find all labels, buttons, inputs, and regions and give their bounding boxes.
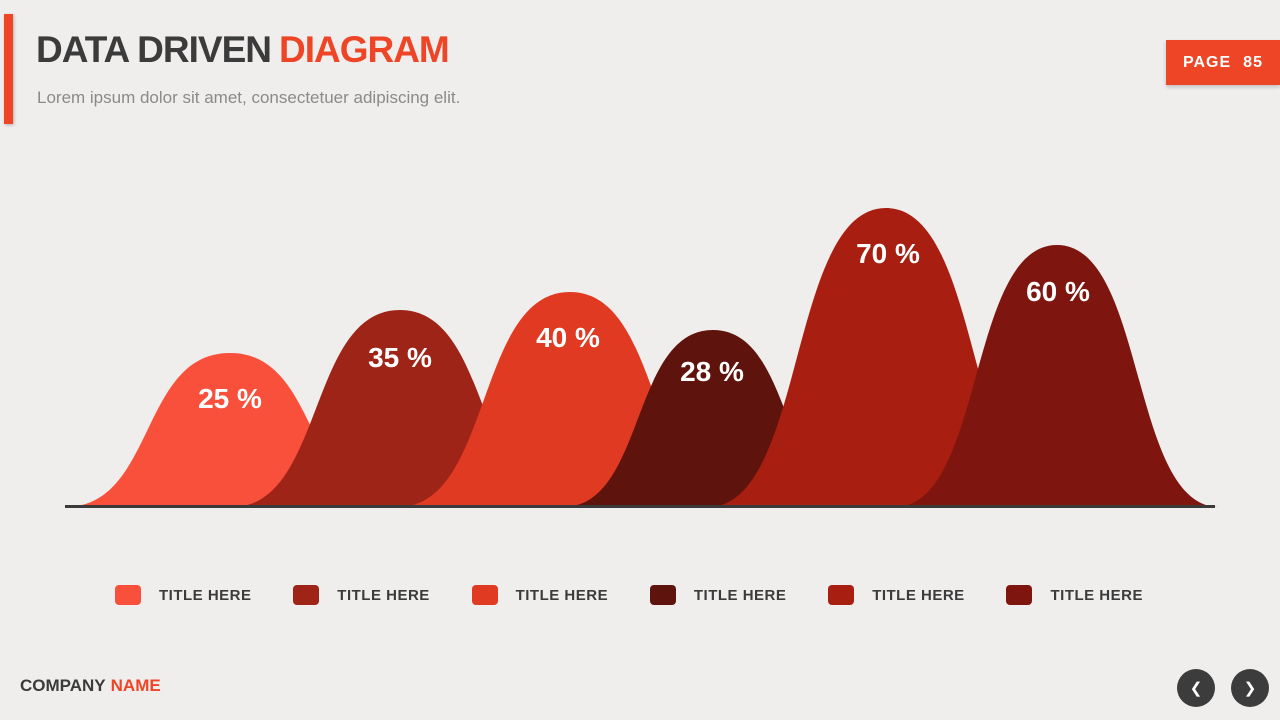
page-title-accent: DIAGRAM bbox=[278, 29, 450, 70]
legend-swatch-icon bbox=[293, 585, 320, 605]
curve-value-label: 25 % bbox=[198, 383, 262, 414]
chart-baseline bbox=[65, 505, 1215, 508]
page-title-primary: DATA DRIVEN bbox=[36, 29, 272, 70]
page-title: DATA DRIVEN DIAGRAM bbox=[36, 29, 450, 71]
legend-label: TITLE HERE bbox=[515, 586, 609, 604]
legend-item: TITLE HERE bbox=[649, 585, 787, 605]
curve-value-label: 35 % bbox=[368, 342, 432, 373]
page-number-badge: PAGE 85 bbox=[1166, 40, 1280, 85]
legend-item: TITLE HERE bbox=[293, 585, 430, 605]
page-number: 85 bbox=[1243, 53, 1263, 71]
legend-label: TITLE HERE bbox=[159, 586, 252, 604]
curve-value-label: 70 % bbox=[856, 238, 920, 269]
curve-value-label: 40 % bbox=[536, 322, 600, 353]
legend-item: TITLE HERE bbox=[1006, 585, 1143, 605]
legend-item: TITLE HERE bbox=[115, 585, 252, 605]
curve-value-label: 60 % bbox=[1026, 276, 1090, 307]
legend-label: TITLE HERE bbox=[693, 586, 787, 604]
legend-swatch-icon bbox=[115, 585, 141, 605]
title-accent-bar bbox=[4, 14, 13, 124]
company-name: COMPANY NAME bbox=[20, 676, 161, 696]
legend-label: TITLE HERE bbox=[337, 586, 430, 604]
legend-item: TITLE HERE bbox=[828, 585, 965, 605]
chevron-right-icon: ❯ bbox=[1243, 680, 1257, 697]
legend-swatch-icon bbox=[1006, 585, 1033, 605]
company-name-accent: NAME bbox=[110, 676, 161, 695]
page-subtitle: Lorem ipsum dolor sit amet, consectetuer… bbox=[37, 88, 461, 107]
legend-label: TITLE HERE bbox=[1050, 586, 1143, 604]
page-label: PAGE bbox=[1183, 53, 1232, 71]
legend-swatch-icon bbox=[471, 585, 498, 605]
curve-value-label: 28 % bbox=[680, 356, 744, 387]
legend: TITLE HERE TITLE HERE TITLE HERE TITLE HERE… bbox=[115, 585, 1143, 605]
legend-item: TITLE HERE bbox=[471, 585, 609, 605]
bell-curve bbox=[895, 245, 1219, 507]
legend-label: TITLE HERE bbox=[872, 586, 965, 604]
prev-slide-button[interactable]: ❮ bbox=[1177, 669, 1215, 707]
slide-navigation: ❮ ❯ bbox=[1177, 669, 1269, 707]
next-slide-button[interactable]: ❯ bbox=[1231, 669, 1269, 707]
company-name-primary: COMPANY bbox=[20, 676, 106, 695]
legend-swatch-icon bbox=[649, 585, 676, 605]
chevron-left-icon: ❮ bbox=[1189, 680, 1203, 697]
legend-swatch-icon bbox=[828, 585, 855, 605]
